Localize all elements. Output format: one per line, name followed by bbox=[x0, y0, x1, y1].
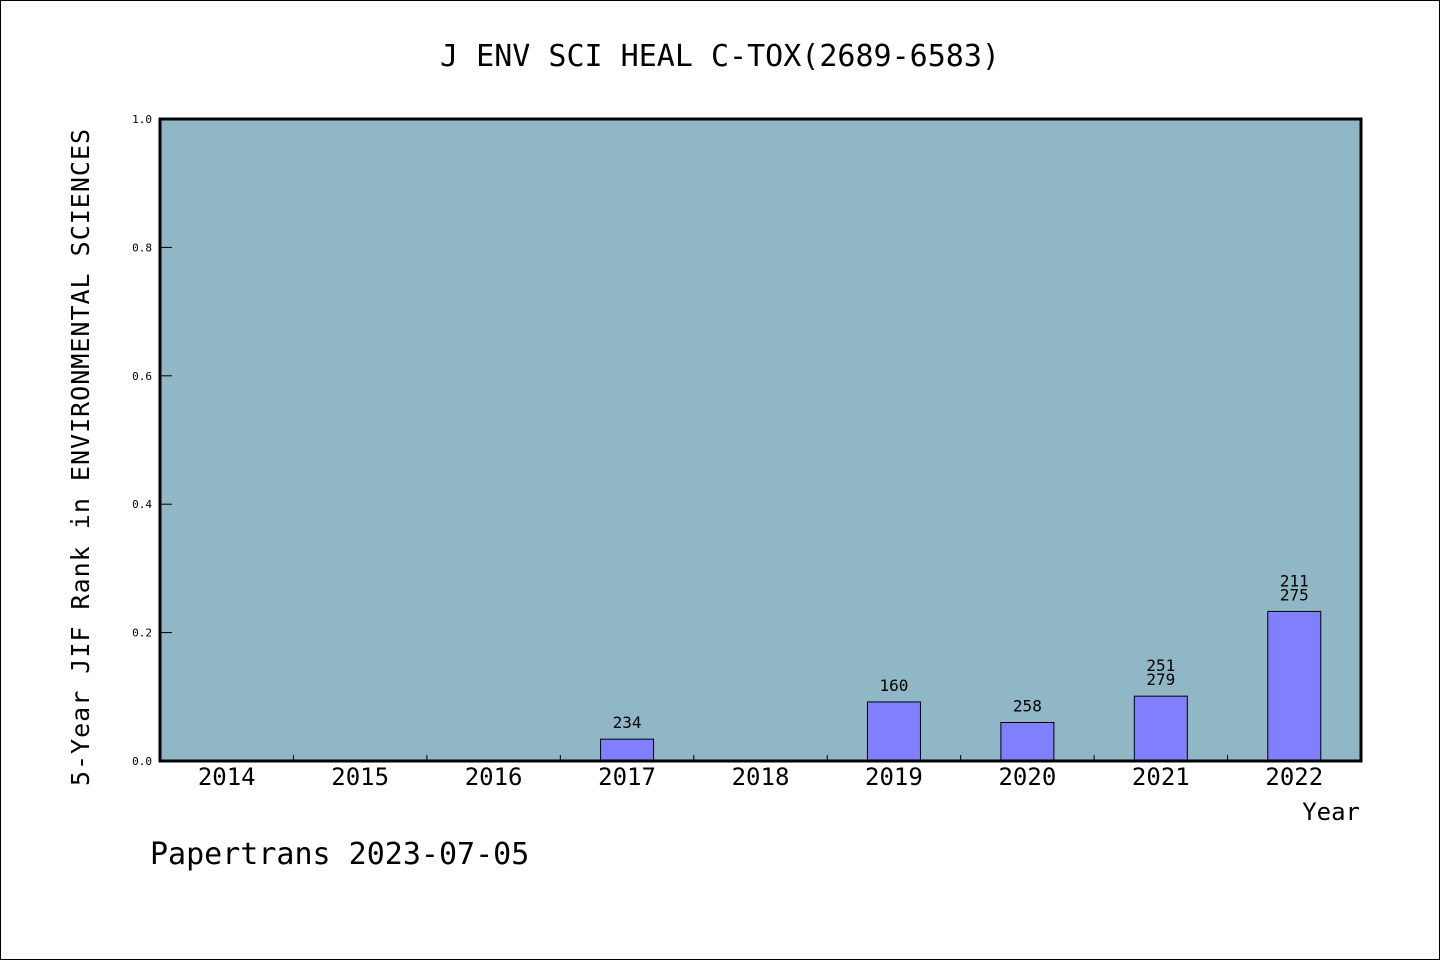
bar-value-label: 211 bbox=[1280, 571, 1309, 590]
x-tick-label: 2017 bbox=[598, 763, 656, 791]
x-tick-label: 2016 bbox=[465, 763, 523, 791]
bar-value-label: 279 bbox=[1146, 670, 1175, 689]
y-tick-label: 1.0 bbox=[132, 113, 152, 126]
bar-value-label: 251 bbox=[1146, 656, 1175, 675]
y-tick-label: 0.0 bbox=[132, 755, 152, 768]
plot-border bbox=[158, 117, 1363, 763]
y-axis-label: 5-Year JIF Rank in ENVIRONMENTAL SCIENCE… bbox=[66, 128, 95, 786]
x-tick-label: 2020 bbox=[998, 763, 1056, 791]
bar-value-label: 258 bbox=[1013, 696, 1042, 715]
bar-value-label: 160 bbox=[879, 676, 908, 695]
chart-title: J ENV SCI HEAL C-TOX(2689-6583) bbox=[440, 39, 1000, 74]
x-tick-label: 2019 bbox=[865, 763, 923, 791]
bar-value-label: 275 bbox=[1280, 585, 1309, 604]
footer-text: Papertrans 2023-07-05 bbox=[150, 837, 529, 872]
bar bbox=[866, 701, 921, 762]
bar bbox=[1267, 610, 1322, 762]
bar bbox=[1133, 695, 1188, 762]
ticks-group: 0.0 0.2 0.4 0.6 0.8 1.0 2014 2015 2016 2017 2018 20… bbox=[132, 113, 1323, 791]
bar-value-label: 234 bbox=[613, 713, 642, 732]
x-tick-label: 2014 bbox=[198, 763, 256, 791]
bar bbox=[600, 738, 655, 762]
x-tick-label: 2015 bbox=[331, 763, 389, 791]
y-tick-label: 0.4 bbox=[132, 498, 152, 511]
x-tick-label: 2018 bbox=[732, 763, 790, 791]
y-tick-label: 0.8 bbox=[132, 241, 152, 254]
plot-area bbox=[160, 119, 1361, 761]
bar bbox=[1000, 721, 1055, 762]
x-axis-label: Year bbox=[1302, 798, 1360, 826]
y-tick-label: 0.2 bbox=[132, 627, 152, 640]
x-tick-label: 2022 bbox=[1265, 763, 1323, 791]
y-tick-label: 0.6 bbox=[132, 370, 152, 383]
x-tick-label: 2021 bbox=[1132, 763, 1190, 791]
